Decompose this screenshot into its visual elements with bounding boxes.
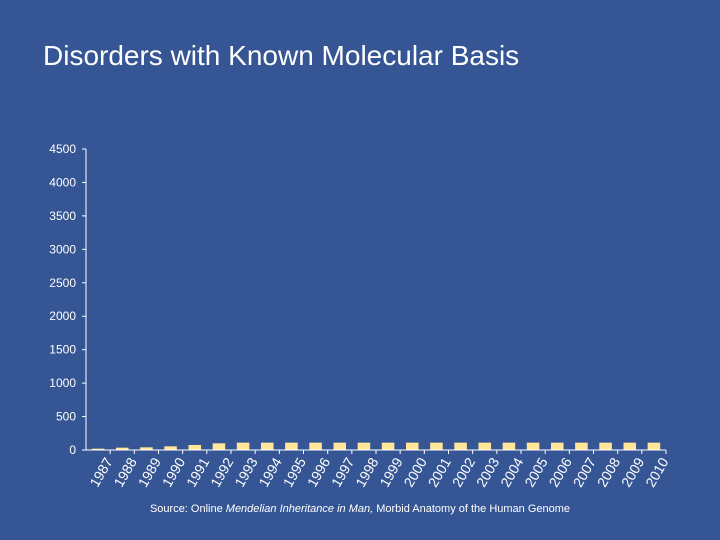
bar-1994 <box>260 442 274 450</box>
y-tick-label: 1000 <box>49 376 76 390</box>
x-tick-label-1990: 1990 <box>159 455 189 490</box>
bar-2003 <box>478 442 492 450</box>
bar-1998 <box>357 442 371 450</box>
x-tick-label-2005: 2005 <box>521 455 551 490</box>
x-tick-label-2001: 2001 <box>425 455 455 490</box>
bar-2001 <box>430 442 443 450</box>
bar-2005 <box>526 442 540 450</box>
y-axis: 0 500 1000 1500 2000 2500 3000 3500 4000 4500 <box>49 142 87 457</box>
x-tick-label-2004: 2004 <box>497 455 527 490</box>
x-tick-label-1991: 1991 <box>183 455 213 490</box>
x-tick-label-2006: 2006 <box>545 455 575 490</box>
x-tick-label-1997: 1997 <box>328 455 358 490</box>
x-tick-label-1993: 1993 <box>231 455 261 490</box>
bar-2002 <box>454 442 467 450</box>
x-tick-label-1999: 1999 <box>376 455 406 490</box>
x-tick-label-1995: 1995 <box>280 455 310 490</box>
bar-1992 <box>212 443 226 450</box>
bar-1993 <box>236 442 250 450</box>
bar-1987 <box>91 448 105 450</box>
y-tick-label: 3500 <box>49 209 76 223</box>
x-axis: 1987198819891990199119921993199419951996… <box>86 449 672 490</box>
bars <box>91 442 661 450</box>
y-tick-label: 2500 <box>49 276 76 290</box>
bar-2000 <box>405 442 419 450</box>
y-tick-label: 2000 <box>49 309 76 323</box>
x-tick-label-2009: 2009 <box>618 455 648 490</box>
source-note: Source: Online Mendelian Inheritance in … <box>0 503 720 515</box>
x-tick-label-2002: 2002 <box>449 455 479 490</box>
y-tick-label: 0 <box>69 443 76 457</box>
bar-1995 <box>285 442 298 450</box>
x-tick-label-1987: 1987 <box>86 455 116 490</box>
x-tick-label-2008: 2008 <box>594 455 624 490</box>
bar-2004 <box>502 442 516 450</box>
x-tick-label-1994: 1994 <box>255 455 285 490</box>
x-tick-label-1998: 1998 <box>352 455 382 490</box>
bar-1997 <box>333 442 347 450</box>
bar-1996 <box>309 442 322 450</box>
x-tick-label-1988: 1988 <box>110 455 140 490</box>
y-tick-label: 3000 <box>49 242 76 256</box>
bar-1999 <box>381 442 395 450</box>
source-italic: Mendelian Inheritance in Man, <box>225 503 374 515</box>
x-tick-label-1992: 1992 <box>207 455 237 490</box>
source-prefix: Source: Online <box>149 503 226 515</box>
bar-1989 <box>140 447 153 450</box>
source-suffix: Morbid Anatomy of the Human Genome <box>373 503 571 515</box>
x-tick-label-1989: 1989 <box>135 455 165 490</box>
bar-2009 <box>623 442 637 450</box>
slide-title: Disorders with Known Molecular Basis <box>43 40 520 71</box>
x-tick-label-2003: 2003 <box>473 455 503 490</box>
bar-1991 <box>188 444 202 450</box>
bar-2008 <box>599 442 612 450</box>
x-tick-label-1996: 1996 <box>304 455 334 490</box>
x-tick-label-2010: 2010 <box>642 455 672 490</box>
bar-1990 <box>164 446 177 450</box>
y-tick-label: 4500 <box>49 142 76 156</box>
bar-2006 <box>550 442 564 450</box>
bar-1988 <box>115 447 129 450</box>
x-tick-label-2000: 2000 <box>400 455 430 490</box>
bar-2007 <box>575 442 588 450</box>
x-tick-label-2007: 2007 <box>570 455 600 490</box>
y-tick-label: 500 <box>56 410 76 424</box>
y-tick-label: 1500 <box>49 343 76 357</box>
bar-2010 <box>647 442 661 450</box>
y-tick-label: 4000 <box>49 175 76 189</box>
